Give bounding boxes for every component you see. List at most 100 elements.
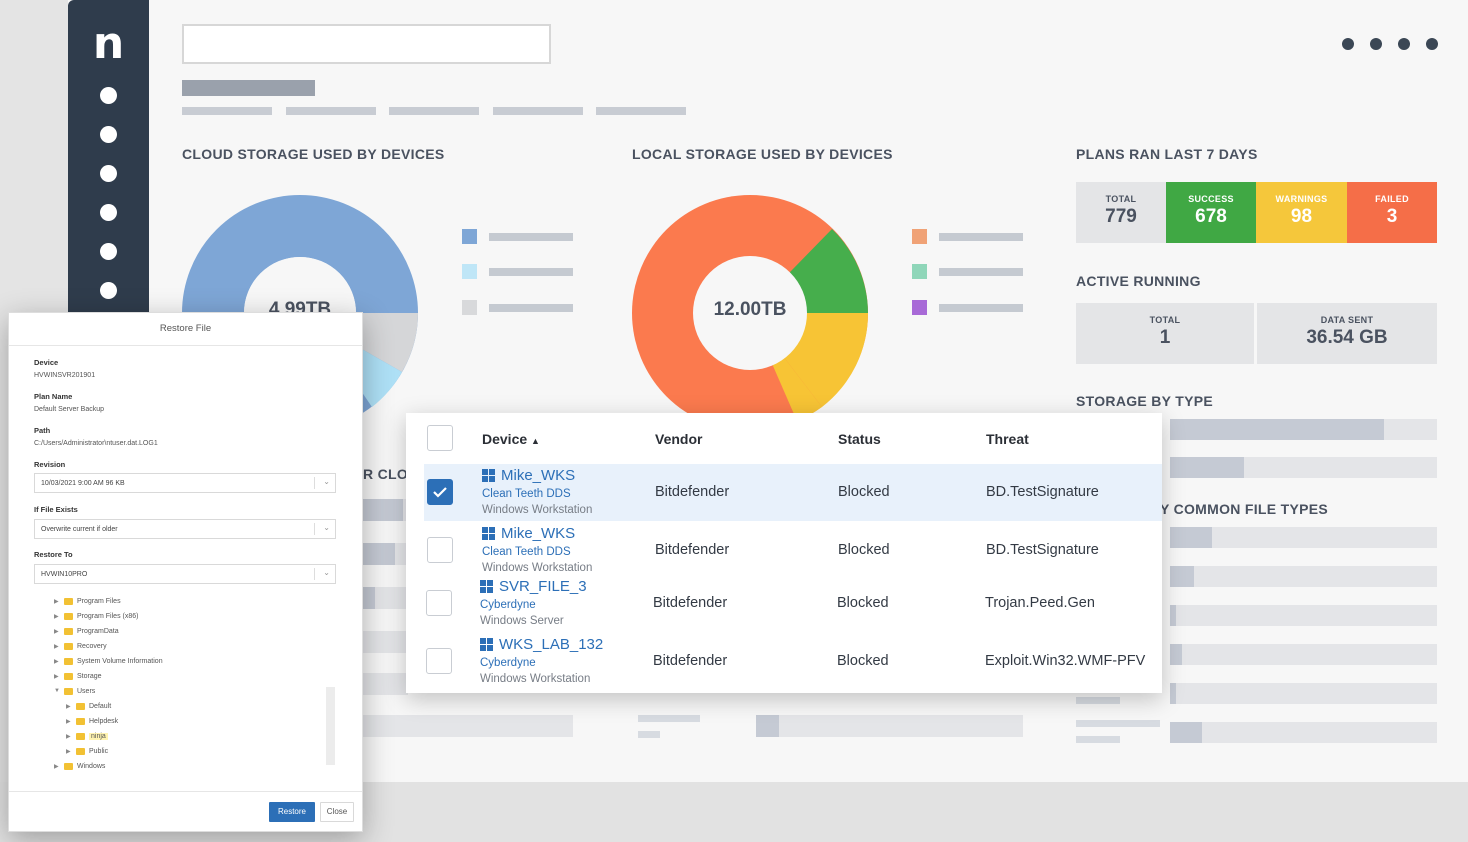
cloud-legend-label-3 xyxy=(489,304,573,312)
status-cell: Blocked xyxy=(838,484,890,500)
device-label: Device xyxy=(34,358,59,367)
device-organization-link[interactable]: Cyberdyne xyxy=(480,657,536,669)
restore-to-select[interactable]: HVWIN10PRO ⌄ xyxy=(34,564,336,584)
threat-cell: Exploit.Win32.WMF-PFV xyxy=(985,653,1146,669)
more-menu-icon[interactable] xyxy=(1342,38,1438,50)
column-header-vendor[interactable]: Vendor xyxy=(655,431,703,447)
ninja-logo[interactable]: n xyxy=(92,18,125,69)
threat-cell: BD.TestSignature xyxy=(986,484,1099,500)
tree-item[interactable]: ▶ Program Files xyxy=(54,595,121,607)
device-organization-link[interactable]: Cyberdyne xyxy=(480,599,536,611)
row-checkbox[interactable] xyxy=(426,648,452,674)
tab-placeholder-5[interactable] xyxy=(596,107,686,115)
sidebar-nav-icon-3[interactable] xyxy=(100,165,117,182)
device-name-link[interactable]: Mike_WKS xyxy=(482,467,575,484)
plans-total-box[interactable]: TOTAL 779 xyxy=(1076,182,1166,243)
caret-right-icon[interactable]: ▶ xyxy=(54,673,59,680)
caret-down-icon[interactable]: ▼ xyxy=(54,688,60,694)
sidebar-nav-icon-1[interactable] xyxy=(100,87,117,104)
plans-warnings-box[interactable]: WARNINGS 98 xyxy=(1256,182,1347,243)
folder-icon xyxy=(64,627,73,635)
folder-icon xyxy=(64,642,73,650)
tree-item-label: ProgramData xyxy=(77,627,119,635)
caret-right-icon[interactable]: ▶ xyxy=(66,718,71,725)
restore-button[interactable]: Restore xyxy=(269,802,315,822)
cloud-storage-title: CLOUD STORAGE USED BY DEVICES xyxy=(182,146,445,162)
caret-right-icon[interactable]: ▶ xyxy=(66,703,71,710)
tree-item[interactable]: ▶ Default xyxy=(66,700,111,712)
device-organization-link[interactable]: Clean Teeth DDS xyxy=(482,488,571,500)
tree-item[interactable]: ▶ Program Files (x86) xyxy=(54,610,138,622)
folder-icon xyxy=(64,657,73,665)
column-header-device[interactable]: Device ▲ xyxy=(482,431,540,447)
if-file-exists-select[interactable]: Overwrite current if older ⌄ xyxy=(34,519,336,539)
column-header-status[interactable]: Status xyxy=(838,431,881,447)
caret-right-icon[interactable]: ▶ xyxy=(54,643,59,650)
device-name: Mike_WKS xyxy=(501,525,576,542)
tree-item[interactable]: ▶ Helpdesk xyxy=(66,715,118,727)
active-total-box[interactable]: TOTAL 1 xyxy=(1076,303,1254,364)
restore-file-dialog: Restore File Device HVWINSVR201901 Plan … xyxy=(8,312,363,832)
select-separator xyxy=(314,523,315,535)
row-checkbox[interactable] xyxy=(427,537,453,563)
caret-right-icon[interactable]: ▶ xyxy=(66,733,71,740)
local-donut-hole xyxy=(693,256,807,370)
menu-dot xyxy=(1426,38,1438,50)
revision-select[interactable]: 10/03/2021 9:00 AM 96 KB ⌄ xyxy=(34,473,336,493)
active-data-sent-box[interactable]: DATA SENT 36.54 GB xyxy=(1257,303,1437,364)
tree-item[interactable]: ▶ Recovery xyxy=(54,640,107,652)
tree-item[interactable]: ▶ System Volume Information xyxy=(54,655,163,667)
plans-failed-box[interactable]: FAILED 3 xyxy=(1347,182,1437,243)
sidebar-nav-icon-2[interactable] xyxy=(100,126,117,143)
tree-item[interactable]: ▶ Public xyxy=(66,745,108,757)
caret-right-icon[interactable]: ▶ xyxy=(54,628,59,635)
tree-item[interactable]: ▶ Windows xyxy=(54,760,105,772)
tree-item[interactable]: ▶ ProgramData xyxy=(54,625,119,637)
active-data-sent-value: 36.54 GB xyxy=(1306,327,1388,348)
chevron-down-icon: ⌄ xyxy=(323,568,330,577)
device-name-link[interactable]: WKS_LAB_132 xyxy=(480,636,603,653)
tree-item[interactable]: ▼ Users xyxy=(54,685,95,697)
tab-placeholder-2[interactable] xyxy=(286,107,376,115)
caret-right-icon[interactable]: ▶ xyxy=(54,613,59,620)
folder-icon xyxy=(64,762,73,770)
plans-success-value: 678 xyxy=(1195,206,1227,227)
sidebar-nav-icon-4[interactable] xyxy=(100,204,117,221)
local-legend-swatch-1 xyxy=(912,229,927,244)
table-row[interactable]: WKS_LAB_132 Cyberdyne Windows Workstatio… xyxy=(424,634,1162,691)
row-checkbox-checked[interactable] xyxy=(427,479,453,505)
tab-placeholder-4[interactable] xyxy=(493,107,583,115)
select-all-checkbox[interactable] xyxy=(427,425,453,451)
device-name-link[interactable]: Mike_WKS xyxy=(482,525,575,542)
tab-placeholder-3[interactable] xyxy=(389,107,479,115)
active-total-label: TOTAL xyxy=(1149,315,1181,325)
sort-ascending-icon[interactable]: ▲ xyxy=(531,436,540,446)
sidebar-nav-icon-5[interactable] xyxy=(100,243,117,260)
row-checkbox[interactable] xyxy=(426,590,452,616)
table-row[interactable]: SVR_FILE_3 Cyberdyne Windows Server Bitd… xyxy=(424,576,1162,633)
column-header-threat[interactable]: Threat xyxy=(986,431,1029,447)
file-type-bar-6-track xyxy=(1170,722,1437,743)
tab-placeholder-1[interactable] xyxy=(182,107,272,115)
close-button[interactable]: Close xyxy=(320,802,354,822)
caret-right-icon[interactable]: ▶ xyxy=(54,763,59,770)
caret-right-icon[interactable]: ▶ xyxy=(66,748,71,755)
tree-item[interactable]: ▶ Storage xyxy=(54,670,102,682)
if-file-exists-selected-value: Overwrite current if older xyxy=(41,526,118,533)
sidebar-nav-icon-6[interactable] xyxy=(100,282,117,299)
tree-item-label: Storage xyxy=(77,672,102,680)
cloud-legend-label-1 xyxy=(489,233,573,241)
table-row[interactable]: Mike_WKS Clean Teeth DDS Windows Worksta… xyxy=(424,464,1162,521)
sidebar: n xyxy=(68,0,149,330)
caret-right-icon[interactable]: ▶ xyxy=(54,658,59,665)
tree-item-selected[interactable]: ▶ ninja xyxy=(66,730,108,742)
search-input[interactable] xyxy=(182,24,551,64)
dialog-divider xyxy=(9,345,362,346)
common-file-types-title: Y COMMON FILE TYPES xyxy=(1160,501,1329,517)
tree-scrollbar[interactable] xyxy=(326,687,335,765)
table-row[interactable]: Mike_WKS Clean Teeth DDS Windows Worksta… xyxy=(424,522,1162,579)
plans-success-box[interactable]: SUCCESS 678 xyxy=(1166,182,1256,243)
caret-right-icon[interactable]: ▶ xyxy=(54,598,59,605)
device-organization-link[interactable]: Clean Teeth DDS xyxy=(482,546,571,558)
device-name-link[interactable]: SVR_FILE_3 xyxy=(480,578,587,595)
